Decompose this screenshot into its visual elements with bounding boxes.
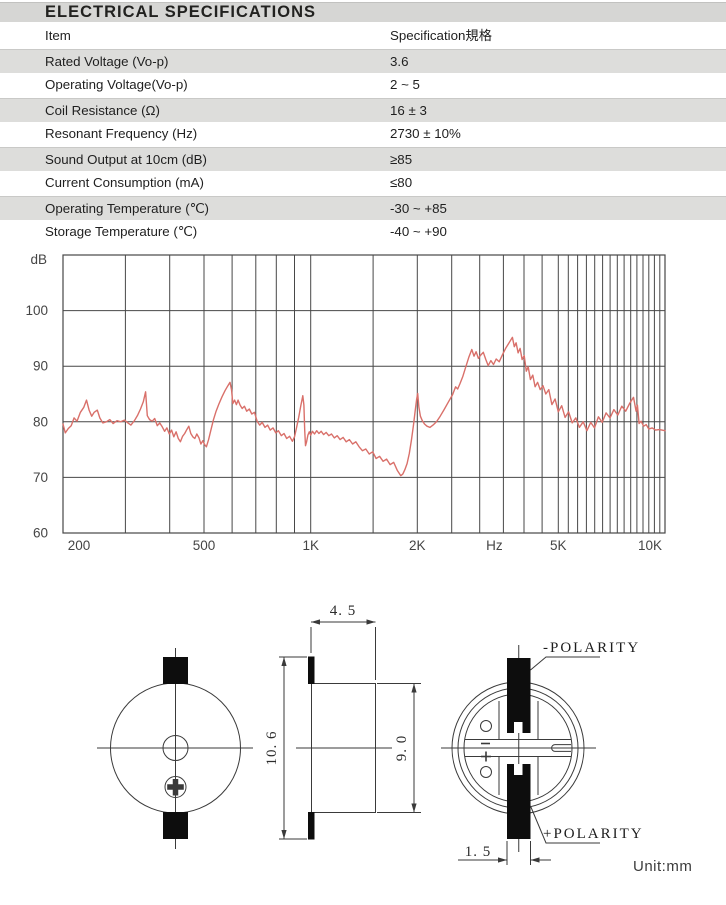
spec-value-cell: ≤80 — [390, 175, 413, 190]
frequency-response-chart: 100 90 80 70 60 dB 200 500 1K 2K Hz 5K 10K — [0, 245, 726, 560]
dimension-width — [310, 619, 376, 680]
terminal-tab — [163, 812, 188, 839]
spec-table-header-row: Item Specification規格 — [0, 24, 726, 49]
x-tick-label: Hz — [486, 538, 503, 553]
dim-label-width: 4. 5 — [330, 603, 357, 619]
front-view — [97, 648, 253, 849]
screw-hole — [164, 776, 187, 798]
mechanical-drawing-svg: 4. 5 10. 6 9. 0 -POLARITY +POLARITY 1. 5… — [97, 603, 692, 875]
mechanical-drawing: 4. 5 10. 6 9. 0 -POLARITY +POLARITY 1. 5… — [0, 560, 726, 900]
spec-value-cell: 16 ± 3 — [390, 102, 427, 118]
spec-item-cell: Coil Resistance (Ω) — [45, 102, 160, 118]
plot-frame — [62, 254, 666, 534]
polarity-mark-hole — [480, 720, 492, 732]
spec-value-cell: 2730 ± 10% — [390, 126, 461, 141]
frequency-response-chart-svg: 100 90 80 70 60 dB 200 500 1K 2K Hz 5K 10K — [25, 252, 666, 553]
x-tick-label: 10K — [638, 538, 662, 553]
spec-value-cell: -30 ~ +85 — [390, 200, 447, 216]
y-tick-label: 70 — [33, 470, 48, 485]
x-tick-label: 2K — [409, 538, 426, 553]
polarity-mark-hole — [480, 766, 492, 778]
y-axis-unit-label: dB — [30, 252, 47, 267]
table-row: Rated Voltage (Vo-p) 3.6 — [0, 48, 726, 73]
dim-label-tab-width: 1. 5 — [465, 844, 492, 860]
table-row: Operating Temperature (℃) -30 ~ +85 — [0, 195, 726, 220]
spec-item-cell: Rated Voltage (Vo-p) — [45, 53, 169, 69]
spec-item-cell: Current Consumption (mA) — [45, 175, 204, 190]
spec-item-cell: Resonant Frequency (Hz) — [45, 126, 198, 141]
table-row: Coil Resistance (Ω) 16 ± 3 — [0, 97, 726, 122]
x-tick-label: 200 — [68, 538, 91, 553]
leader-negative — [530, 656, 600, 671]
y-tick-label: 100 — [25, 303, 48, 318]
table-row: Sound Output at 10cm (dB) ≥85 — [0, 146, 726, 171]
vent-slot — [551, 744, 571, 752]
dimension-tab-width — [458, 841, 551, 865]
table-row: Storage Temperature (℃) -40 ~ +90 — [0, 220, 726, 245]
column-header-specification: Specification規格 — [390, 28, 492, 43]
section-title-bar: ELECTRICAL SPECIFICATIONS — [0, 2, 726, 22]
x-tick-label: 1K — [302, 538, 319, 553]
terminal-tab-negative — [507, 658, 531, 733]
column-header-item: Item — [45, 28, 71, 43]
dimension-body-height — [377, 683, 421, 813]
spec-item-cell: Sound Output at 10cm (dB) — [45, 151, 207, 167]
page-title: ELECTRICAL SPECIFICATIONS — [45, 3, 316, 21]
y-tick-label: 80 — [33, 414, 48, 429]
spec-value-cell: 2 ~ 5 — [390, 77, 420, 92]
response-curve — [62, 336, 666, 477]
leader-positive — [530, 805, 600, 844]
flange-tab — [308, 656, 315, 684]
polarity-negative-label: -POLARITY — [543, 640, 640, 656]
sound-hole — [162, 735, 189, 761]
body-outline — [311, 683, 376, 813]
unit-note: Unit:mm — [633, 858, 692, 875]
spec-value-cell: 3.6 — [390, 53, 409, 69]
table-row: Resonant Frequency (Hz) 2730 ± 10% — [0, 122, 726, 147]
table-row: Operating Voltage(Vo-p) 2 ~ 5 — [0, 73, 726, 98]
terminal-tab-positive — [507, 764, 531, 839]
spec-item-cell: Operating Voltage(Vo-p) — [45, 77, 188, 92]
terminal-notch — [514, 722, 523, 733]
terminal-notch — [514, 764, 523, 775]
y-tick-label: 60 — [33, 526, 48, 541]
y-tick-label: 90 — [33, 359, 48, 374]
x-tick-label: 500 — [193, 538, 216, 553]
table-row: Current Consumption (mA) ≤80 — [0, 171, 726, 196]
back-view — [441, 645, 600, 852]
spec-value-cell: ≥85 — [390, 151, 413, 167]
side-view — [296, 656, 392, 840]
dim-label-total-height: 10. 6 — [264, 731, 280, 766]
flange-tab — [308, 812, 315, 840]
spec-item-cell: Storage Temperature (℃) — [45, 224, 198, 239]
dimension-total-height — [279, 656, 307, 840]
x-tick-label: 5K — [550, 538, 567, 553]
spec-item-cell: Operating Temperature (℃) — [45, 200, 209, 216]
spec-value-cell: -40 ~ +90 — [390, 224, 447, 239]
spec-table: Item Specification規格 Rated Voltage (Vo-p… — [0, 24, 726, 245]
polarity-positive-label: +POLARITY — [543, 826, 644, 842]
dim-label-body-height: 9. 0 — [394, 735, 410, 762]
terminal-tab — [163, 657, 188, 684]
